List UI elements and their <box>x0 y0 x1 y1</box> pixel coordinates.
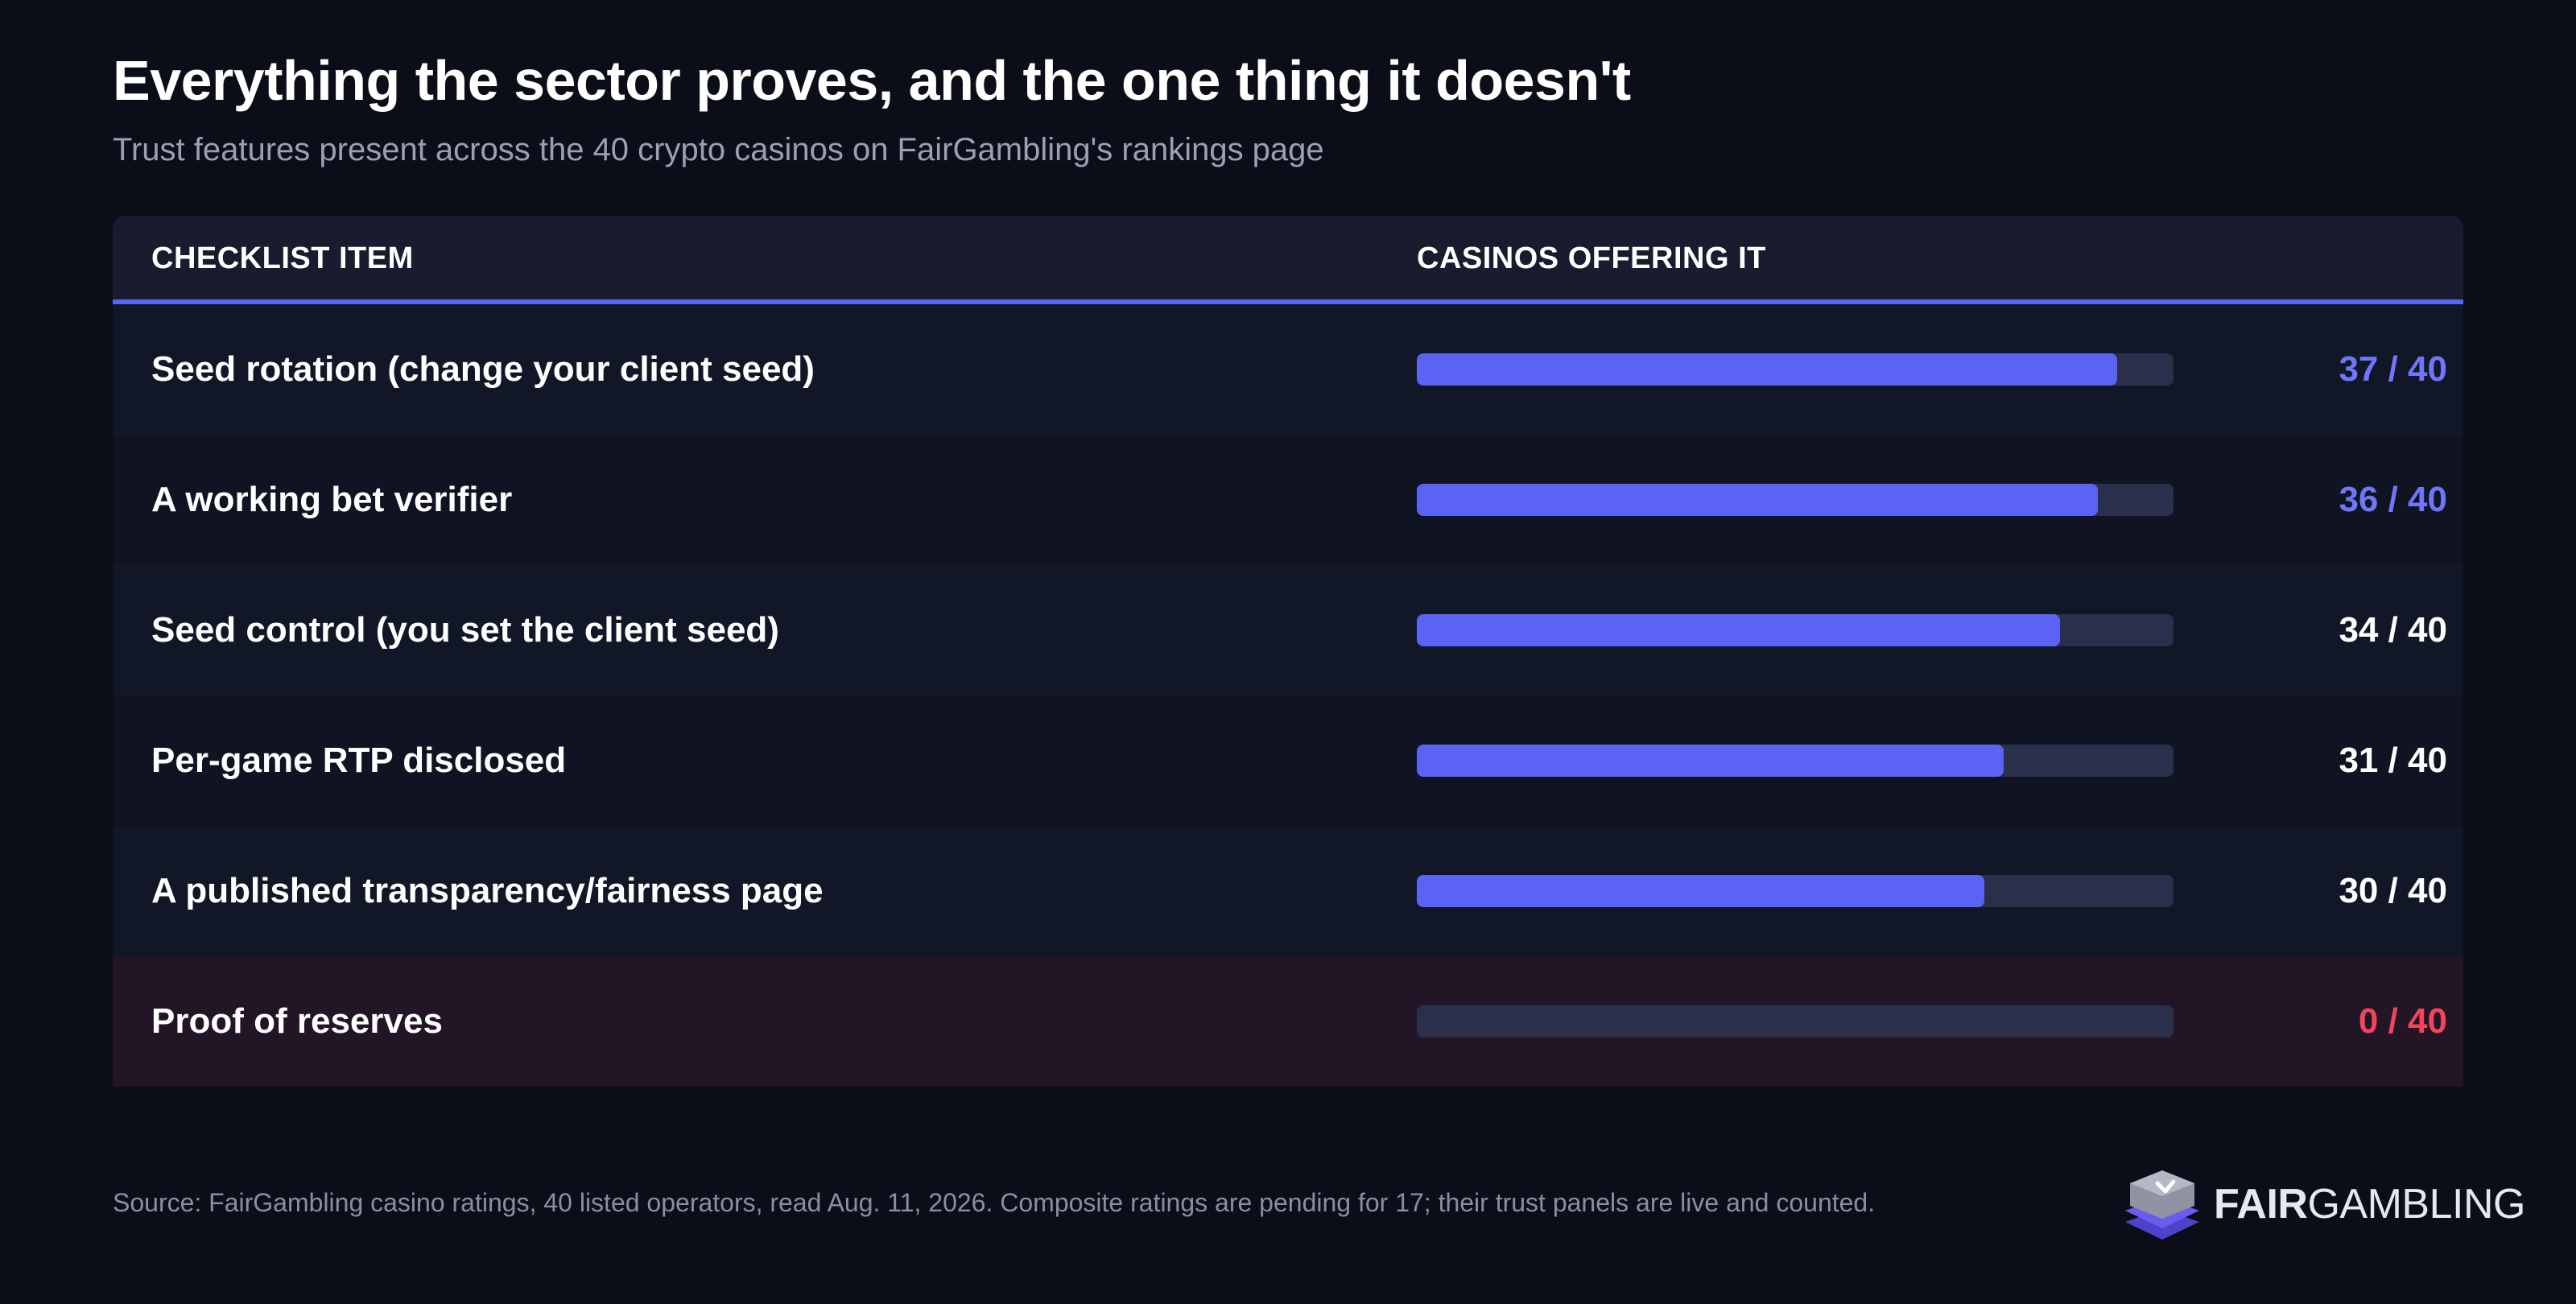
table-row: Proof of reserves 0 / 40 <box>113 956 2463 1087</box>
checklist-item-label: A published transparency/fairness page <box>151 871 824 910</box>
bar-track <box>1417 745 2174 777</box>
count-label: 31 / 40 <box>2339 741 2447 780</box>
bar-track <box>1417 484 2174 516</box>
checklist-table: CHECKLIST ITEM CASINOS OFFERING IT Seed … <box>113 216 2463 1098</box>
table-row: A published transparency/fairness page 30… <box>113 826 2463 956</box>
bar-fill <box>1417 875 1984 907</box>
bar-fill <box>1417 353 2117 386</box>
table-row: A working bet verifier 36 / 40 <box>113 435 2463 565</box>
bar-track <box>1417 614 2174 646</box>
column-header-item: CHECKLIST ITEM <box>151 241 414 275</box>
source-note: Source: FairGambling casino ratings, 40 … <box>113 1188 1876 1217</box>
checklist-item-label: A working bet verifier <box>151 480 513 519</box>
table-row: Per-game RTP disclosed 31 / 40 <box>113 695 2463 826</box>
count-label: 36 / 40 <box>2339 480 2447 519</box>
logo-wordmark-bold: FAIR <box>2214 1181 2308 1228</box>
column-header-count: CASINOS OFFERING IT <box>1417 241 1766 275</box>
chart-title: Everything the sector proves, and the on… <box>113 49 1631 112</box>
bar-fill <box>1417 484 2098 516</box>
count-label: 0 / 40 <box>2358 1001 2447 1041</box>
count-label: 34 / 40 <box>2339 610 2447 650</box>
logo-wordmark: FAIRGAMBLING <box>2214 1180 2525 1228</box>
checklist-item-label: Per-game RTP disclosed <box>151 741 567 780</box>
table-rows: Seed rotation (change your client seed) 3… <box>113 304 2463 1087</box>
checklist-item-label: Seed control (you set the client seed) <box>151 610 779 650</box>
bar-track <box>1417 353 2174 386</box>
chart-subtitle: Trust features present across the 40 cry… <box>113 132 1324 167</box>
table-row: Seed rotation (change your client seed) 3… <box>113 304 2463 435</box>
table-row: Seed control (you set the client seed) 34… <box>113 565 2463 695</box>
fairgambling-logo: FAIRGAMBLING <box>2122 1166 2525 1243</box>
bar-fill <box>1417 745 2004 777</box>
stacked-chip-icon <box>2125 1170 2199 1240</box>
bar-fill <box>1417 614 2060 646</box>
logo-wordmark-thin: GAMBLING <box>2307 1181 2525 1228</box>
bar-track <box>1417 1005 2174 1038</box>
count-label: 37 / 40 <box>2339 349 2447 389</box>
checklist-item-label: Proof of reserves <box>151 1001 443 1041</box>
bar-track <box>1417 875 2174 907</box>
table-header: CHECKLIST ITEM CASINOS OFFERING IT <box>113 216 2463 304</box>
checklist-item-label: Seed rotation (change your client seed) <box>151 349 815 389</box>
count-label: 30 / 40 <box>2339 871 2447 910</box>
